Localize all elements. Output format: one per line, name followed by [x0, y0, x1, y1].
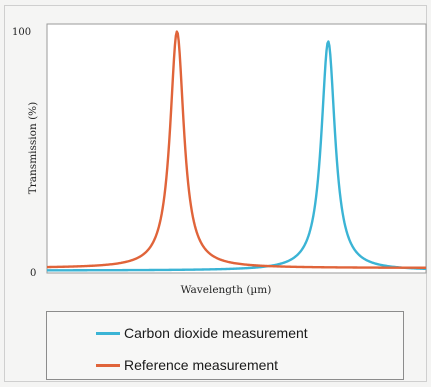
legend-swatch-carbon-dioxide	[96, 331, 120, 335]
plot-area	[46, 23, 427, 274]
y-tick-label-top: 100	[12, 27, 31, 38]
legend-item-carbon-dioxide: Carbon dioxide measurement	[96, 325, 308, 341]
y-axis-label: Transmission (%)	[27, 102, 39, 194]
series-layer	[46, 30, 427, 272]
legend-label-reference: Reference measurement	[124, 357, 279, 373]
legend: Carbon dioxide measurement Reference mea…	[46, 311, 404, 380]
x-axis-label: Wavelength (µm)	[181, 284, 272, 296]
series-line-reference	[46, 30, 427, 269]
series-line-carbon-dioxide	[46, 40, 427, 272]
y-tick-label-bottom: 0	[30, 268, 36, 279]
legend-label-carbon-dioxide: Carbon dioxide measurement	[124, 325, 308, 341]
legend-item-reference: Reference measurement	[96, 357, 278, 373]
legend-swatch-reference	[96, 363, 120, 367]
